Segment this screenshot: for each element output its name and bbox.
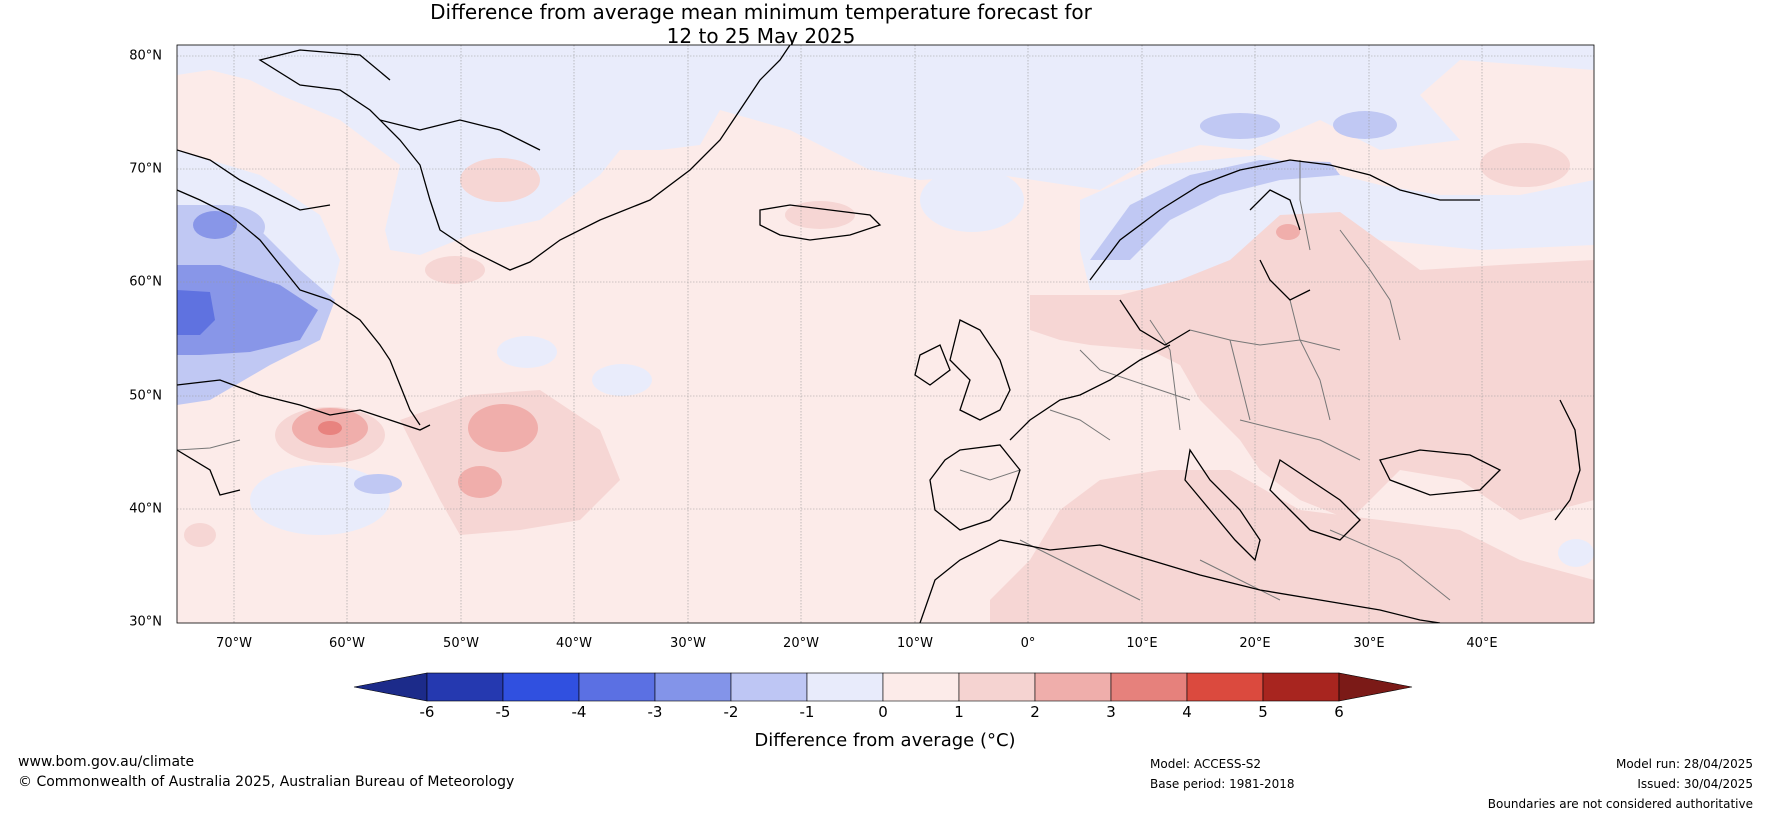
map-frame — [176, 44, 1595, 624]
warm-1-region-barents — [1480, 143, 1570, 187]
colorbar-extension-high — [1338, 672, 1413, 702]
title-line-1: Difference from average mean minimum tem… — [430, 0, 1092, 24]
colorbar-label: Difference from average (°C) — [754, 730, 1016, 751]
lat-label-60: 60°N — [129, 274, 162, 290]
coastlines — [177, 45, 1581, 623]
colorbar-segment — [1034, 672, 1112, 702]
cool-region-east — [1558, 539, 1594, 567]
colorbar — [353, 672, 1413, 702]
country-borders — [177, 160, 1451, 601]
lon-label-40w: 40°W — [556, 636, 592, 651]
colorbar-tick-label: -5 — [495, 703, 511, 721]
colorbar-tick-label: -4 — [571, 703, 587, 721]
colorbar-tick-label: 6 — [1334, 703, 1344, 721]
footer-model: Model: ACCESS-S2 — [1150, 757, 1262, 771]
footer-copyright: © Commonwealth of Australia 2025, Austra… — [18, 774, 515, 790]
lon-label-10w: 10°W — [897, 636, 933, 651]
colorbar-segment — [502, 672, 580, 702]
warm-1-region-north-africa — [990, 470, 1594, 623]
colorbar-tick-label: -1 — [799, 703, 815, 721]
cool-3-region-labrador — [177, 290, 215, 335]
footer-base-period: Base period: 1981-2018 — [1150, 777, 1295, 791]
colorbar-tick-label: -3 — [647, 703, 663, 721]
footer-disclaimer: Boundaries are not considered authoritat… — [1487, 797, 1753, 811]
colorbar-extension-low — [353, 672, 428, 702]
map-title: Difference from average mean minimum tem… — [0, 0, 1522, 48]
warm-1-region-iceland — [785, 201, 855, 229]
cool-2-region-baffin — [193, 211, 237, 239]
cool-region-atlantic-1 — [497, 336, 557, 368]
lon-label-0: 0° — [1020, 636, 1036, 651]
cool-region-iceland-south — [920, 168, 1024, 232]
cool-region-arctic-north — [1100, 55, 1320, 120]
colorbar-segment — [654, 672, 732, 702]
colorbar-segment — [1110, 672, 1188, 702]
map-gridlines — [177, 45, 1594, 623]
lat-label-70: 70°N — [129, 161, 162, 177]
warm-1-region-atlantic-south — [400, 390, 620, 535]
footer-website: www.bom.gov.au/climate — [18, 754, 195, 770]
colorbar-tick-label: 3 — [1106, 703, 1116, 721]
cool-1-region-arctic-c — [1333, 111, 1397, 139]
warm-2-region-atlantic-a — [468, 404, 538, 452]
footer-model-run: Model run: 28/04/2025 — [1615, 757, 1753, 771]
warm-1-region-cool-west — [184, 523, 216, 547]
lon-label-50w: 50°W — [443, 636, 479, 651]
warm-2-region-finland — [1276, 224, 1300, 240]
footer-issued: Issued: 30/04/2025 — [1637, 777, 1753, 791]
lon-label-40e: 40°E — [1466, 636, 1498, 651]
title-line-2: 12 to 25 May 2025 — [666, 24, 856, 48]
lat-label-40: 40°N — [129, 501, 162, 517]
lon-label-20w: 20°W — [783, 636, 819, 651]
colorbar-segment — [426, 672, 504, 702]
lon-label-10e: 10°E — [1126, 636, 1158, 651]
lon-label-30w: 30°W — [670, 636, 706, 651]
colorbar-tick-label: 1 — [954, 703, 964, 721]
lon-label-70w: 70°W — [216, 636, 252, 651]
colorbar-tick-label: 0 — [878, 703, 888, 721]
colorbar-segment — [730, 672, 808, 702]
lat-label-50: 50°N — [129, 388, 162, 404]
colorbar-segment — [958, 672, 1036, 702]
warm-3-region-newfoundland — [318, 421, 342, 435]
colorbar-segment — [806, 672, 884, 702]
colorbar-segment — [1186, 672, 1264, 702]
cool-2-region-labrador — [177, 265, 318, 355]
colorbar-tick-label: -2 — [723, 703, 739, 721]
colorbar-tick-label: -6 — [419, 703, 435, 721]
lon-label-60w: 60°W — [329, 636, 365, 651]
lon-label-20e: 20°E — [1239, 636, 1271, 651]
cool-1-region-nw-arctic — [1200, 114, 1280, 138]
lat-label-80: 80°N — [129, 48, 162, 64]
cool-1-region-norway-coast — [1090, 160, 1340, 260]
cool-region-atlantic-2 — [592, 364, 652, 396]
colorbar-segment — [882, 672, 960, 702]
colorbar-tick-label: 4 — [1182, 703, 1192, 721]
colorbar-tick-label: 2 — [1030, 703, 1040, 721]
colorbar-tick-label: 5 — [1258, 703, 1268, 721]
cool-1-region-atlantic-south — [354, 474, 402, 494]
lat-label-30: 30°N — [129, 614, 162, 630]
colorbar-segment — [1262, 672, 1340, 702]
warm-2-region-atlantic-b — [458, 466, 502, 498]
warm-1-region-europe — [1030, 212, 1594, 520]
warm-1-region-greenland-east — [460, 158, 540, 202]
warm-1-region-greenland-south — [425, 256, 485, 284]
colorbar-segment — [578, 672, 656, 702]
lon-label-30e: 30°E — [1353, 636, 1385, 651]
